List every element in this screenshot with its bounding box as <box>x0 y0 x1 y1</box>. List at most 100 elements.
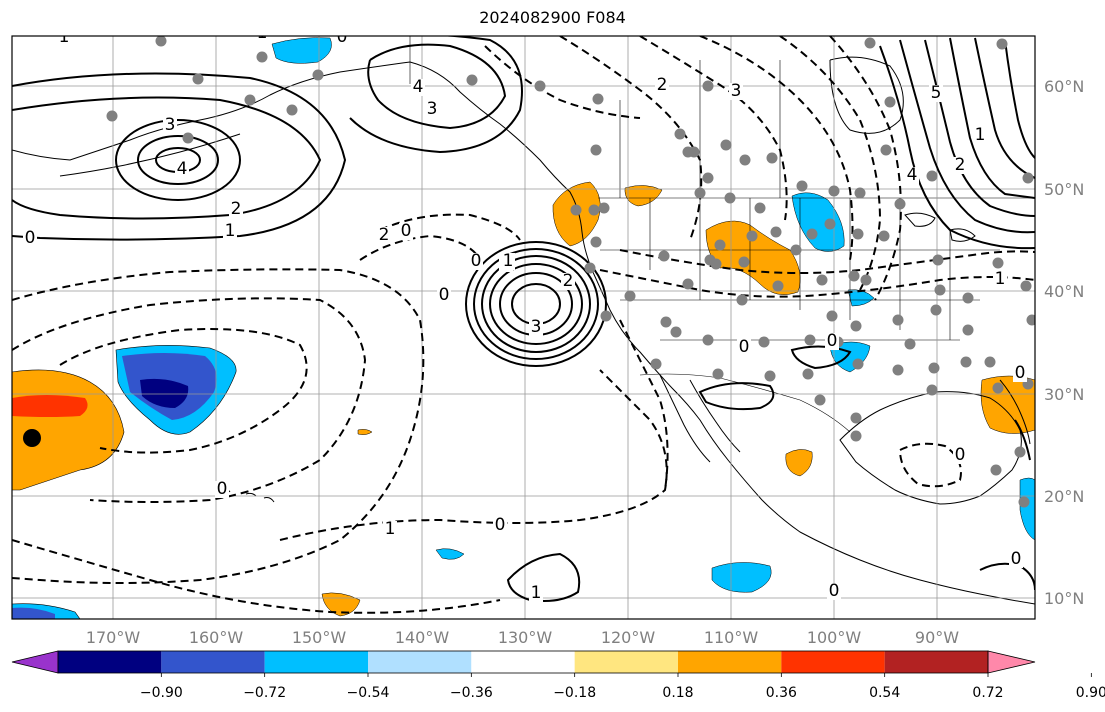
station-dot <box>650 358 662 370</box>
lon-label: 170°W <box>86 628 141 647</box>
station-dot <box>852 228 864 240</box>
map-frame <box>11 35 1036 620</box>
contour-label: 4 <box>413 77 424 97</box>
lon-label: 100°W <box>807 628 862 647</box>
station-dot <box>312 69 324 81</box>
contour-label-bg <box>411 79 425 96</box>
contour-label: 2 <box>657 75 668 95</box>
station-dot <box>702 172 714 184</box>
station-dot <box>766 152 778 164</box>
lon-label: 130°W <box>498 628 553 647</box>
station-dot <box>244 94 256 106</box>
station-dot <box>852 358 864 370</box>
colorbar-segment <box>884 651 988 673</box>
contour-label: 5 <box>931 83 942 103</box>
station-dot <box>802 368 814 380</box>
contour-label: 0 <box>827 331 838 351</box>
station-dot <box>624 290 636 302</box>
contour-label: 2 <box>563 271 574 291</box>
contour-label-bg <box>175 161 189 178</box>
station-dot <box>702 80 714 92</box>
coastlines <box>12 56 1035 605</box>
station-dot <box>962 324 974 336</box>
colorbar-segment <box>574 651 678 673</box>
map-title: 2024082900 F084 <box>479 8 626 27</box>
contour-label: 0 <box>829 581 840 601</box>
lon-label: 120°W <box>601 628 656 647</box>
contour-label-bg <box>469 253 483 270</box>
contour-label-bg <box>493 517 507 534</box>
contour-label: 4 <box>907 165 918 185</box>
station-dot <box>850 412 862 424</box>
shade-medblue-sw <box>12 607 55 619</box>
station-dot <box>658 250 670 262</box>
station-dot <box>826 310 838 322</box>
contour-label-bg <box>529 585 543 602</box>
lon-label: 110°W <box>704 628 759 647</box>
station-dot <box>192 73 204 85</box>
contour-label: 1 <box>503 251 514 271</box>
contour-label: 0 <box>1011 549 1022 569</box>
contour-label: 1 <box>531 583 542 603</box>
station-dot <box>926 384 938 396</box>
shade-orange-mexico <box>785 449 813 477</box>
station-dot <box>466 74 478 86</box>
lon-label: 90°W <box>915 628 959 647</box>
station-dot <box>880 144 892 156</box>
contour-label: 1 <box>995 269 1006 289</box>
contour-label: 0 <box>401 221 412 241</box>
contour-label-bg <box>825 333 839 350</box>
lat-label: 20°N <box>1044 487 1084 506</box>
station-dot <box>592 93 604 105</box>
contour-label-bg <box>229 201 243 218</box>
station-dot <box>724 192 736 204</box>
shade-orange-small-2 <box>357 429 373 435</box>
colorbar-extend-right <box>987 650 1036 674</box>
colorbar-extend-left <box>11 650 59 674</box>
contour-label: 3 <box>427 99 438 119</box>
station-dot <box>1018 496 1030 508</box>
colorbar-tick-label: 0.36 <box>766 685 797 701</box>
station-dot <box>814 394 826 406</box>
contour-label-bg <box>335 36 349 46</box>
contour-label-bg <box>529 319 543 336</box>
colorbar-segment <box>678 651 782 673</box>
shade-orange-small-1 <box>321 592 361 617</box>
contour-label: 2 <box>231 199 242 219</box>
station-dot <box>796 180 808 192</box>
colorbar-tick-label: 0.18 <box>662 685 693 701</box>
station-dot <box>828 185 840 197</box>
station-dot <box>996 38 1008 50</box>
station-dot <box>848 270 860 282</box>
station-dot <box>990 464 1002 476</box>
colorbar-tick-label: 0.90 <box>1076 685 1105 701</box>
contour-label-bg <box>905 167 919 184</box>
station-dot <box>670 326 682 338</box>
station-dot <box>930 304 942 316</box>
station-dot <box>736 294 748 306</box>
station-dot <box>928 362 940 374</box>
colorbar-tick-label: −0.90 <box>140 685 183 701</box>
station-dot <box>860 274 872 286</box>
contour-label-bg <box>163 117 177 134</box>
shaded-regions <box>12 37 1035 619</box>
colorbar-frame <box>57 650 989 674</box>
contour-label-bg <box>973 127 987 144</box>
longitude-labels: 170°W 160°W 150°W 140°W 130°W 120°W 110°W 100°W… <box>86 628 959 647</box>
station-dot <box>1020 280 1032 292</box>
contour-label: 0 <box>495 515 506 535</box>
colorbar-segment <box>264 651 368 673</box>
contour-label-bg <box>655 77 669 94</box>
station-dot <box>746 230 758 242</box>
station-dot <box>892 364 904 376</box>
shade-blue-alaska <box>271 37 332 64</box>
lat-label: 60°N <box>1044 77 1084 96</box>
contour-label-bg <box>929 85 943 102</box>
contour-label: 0 <box>471 251 482 271</box>
lon-label: 160°W <box>189 628 244 647</box>
contour-label-bg <box>215 481 229 498</box>
lon-label: 140°W <box>395 628 450 647</box>
contour-label-bg <box>953 157 967 174</box>
contour-label-bg <box>1013 365 1027 382</box>
